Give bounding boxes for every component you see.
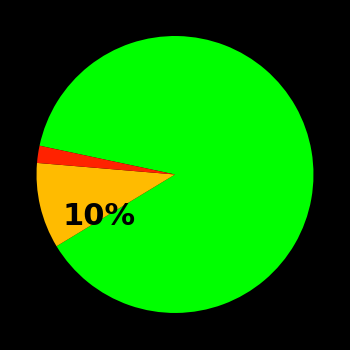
Text: 88%: 88% [69,316,142,345]
Wedge shape [37,146,175,175]
Wedge shape [40,36,314,313]
Text: 10%: 10% [62,202,135,231]
Wedge shape [36,163,175,246]
